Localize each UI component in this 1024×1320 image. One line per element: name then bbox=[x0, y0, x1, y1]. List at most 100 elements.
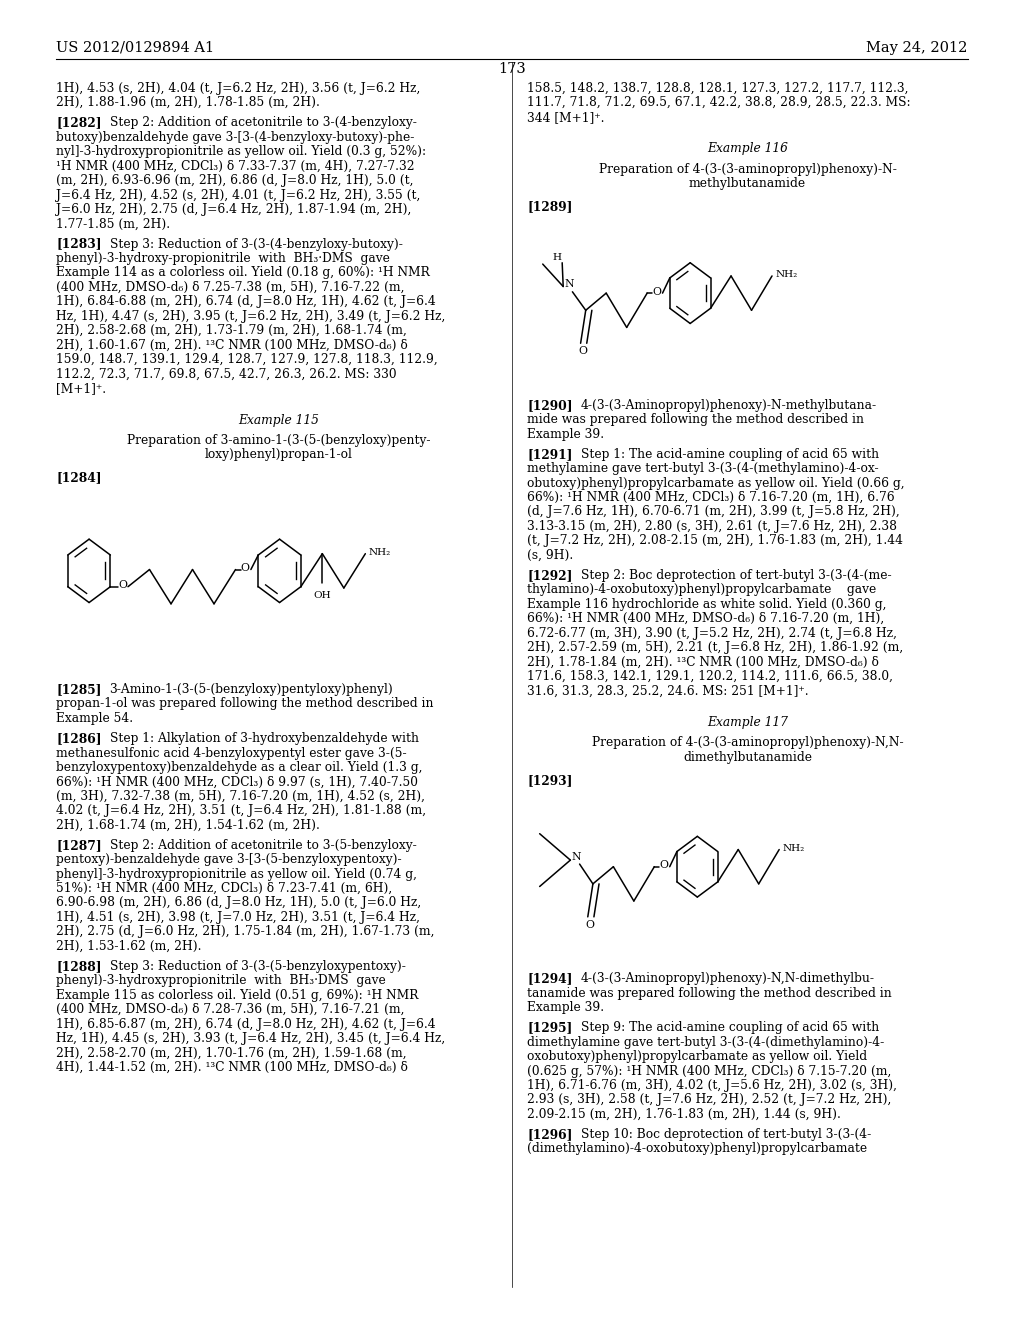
Text: [1288]: [1288] bbox=[56, 960, 101, 973]
Text: (0.625 g, 57%): ¹H NMR (400 MHz, CDCl₃) δ 7.15-7.20 (m,: (0.625 g, 57%): ¹H NMR (400 MHz, CDCl₃) … bbox=[527, 1065, 892, 1077]
Text: 1H), 6.71-6.76 (m, 3H), 4.02 (t, J=5.6 Hz, 2H), 3.02 (s, 3H),: 1H), 6.71-6.76 (m, 3H), 4.02 (t, J=5.6 H… bbox=[527, 1078, 897, 1092]
Text: (400 MHz, DMSO-d₆) δ 7.28-7.36 (m, 5H), 7.16-7.21 (m,: (400 MHz, DMSO-d₆) δ 7.28-7.36 (m, 5H), … bbox=[56, 1003, 404, 1016]
Text: 171.6, 158.3, 142.1, 129.1, 120.2, 114.2, 111.6, 66.5, 38.0,: 171.6, 158.3, 142.1, 129.1, 120.2, 114.2… bbox=[527, 669, 893, 682]
Text: (t, J=7.2 Hz, 2H), 2.08-2.15 (m, 2H), 1.76-1.83 (m, 2H), 1.44: (t, J=7.2 Hz, 2H), 2.08-2.15 (m, 2H), 1.… bbox=[527, 535, 903, 548]
Text: O: O bbox=[659, 861, 669, 870]
Text: Step 3: Reduction of 3-(3-(4-benzyloxy-butoxy)-: Step 3: Reduction of 3-(3-(4-benzyloxy-b… bbox=[110, 238, 402, 251]
Text: 159.0, 148.7, 139.1, 129.4, 128.7, 127.9, 127.8, 118.3, 112.9,: 159.0, 148.7, 139.1, 129.4, 128.7, 127.9… bbox=[56, 352, 438, 366]
Text: Step 2: Addition of acetonitrile to 3-(4-benzyloxy-: Step 2: Addition of acetonitrile to 3-(4… bbox=[110, 116, 417, 129]
Text: O: O bbox=[119, 581, 128, 590]
Text: Example 39.: Example 39. bbox=[527, 428, 604, 441]
Text: Preparation of 3-amino-1-(3-(5-(benzyloxy)penty-: Preparation of 3-amino-1-(3-(5-(benzylox… bbox=[127, 434, 431, 446]
Text: 1H), 6.84-6.88 (m, 2H), 6.74 (d, J=8.0 Hz, 1H), 4.62 (t, J=6.4: 1H), 6.84-6.88 (m, 2H), 6.74 (d, J=8.0 H… bbox=[56, 296, 436, 309]
Text: 2.09-2.15 (m, 2H), 1.76-1.83 (m, 2H), 1.44 (s, 9H).: 2.09-2.15 (m, 2H), 1.76-1.83 (m, 2H), 1.… bbox=[527, 1107, 842, 1121]
Text: Example 115 as colorless oil. Yield (0.51 g, 69%): ¹H NMR: Example 115 as colorless oil. Yield (0.5… bbox=[56, 989, 419, 1002]
Text: 344 [M+1]⁺.: 344 [M+1]⁺. bbox=[527, 111, 605, 124]
Text: Example 54.: Example 54. bbox=[56, 711, 133, 725]
Text: [M+1]⁺.: [M+1]⁺. bbox=[56, 381, 106, 395]
Text: Step 9: The acid-amine coupling of acid 65 with: Step 9: The acid-amine coupling of acid … bbox=[581, 1022, 879, 1035]
Text: US 2012/0129894 A1: US 2012/0129894 A1 bbox=[56, 41, 214, 54]
Text: 2H), 1.68-1.74 (m, 2H), 1.54-1.62 (m, 2H).: 2H), 1.68-1.74 (m, 2H), 1.54-1.62 (m, 2H… bbox=[56, 818, 321, 832]
Text: 6.72-6.77 (m, 3H), 3.90 (t, J=5.2 Hz, 2H), 2.74 (t, J=6.8 Hz,: 6.72-6.77 (m, 3H), 3.90 (t, J=5.2 Hz, 2H… bbox=[527, 627, 897, 640]
Text: [1283]: [1283] bbox=[56, 238, 101, 251]
Text: (d, J=7.6 Hz, 1H), 6.70-6.71 (m, 2H), 3.99 (t, J=5.8 Hz, 2H),: (d, J=7.6 Hz, 1H), 6.70-6.71 (m, 2H), 3.… bbox=[527, 506, 900, 519]
Text: 158.5, 148.2, 138.7, 128.8, 128.1, 127.3, 127.2, 117.7, 112.3,: 158.5, 148.2, 138.7, 128.8, 128.1, 127.3… bbox=[527, 82, 909, 95]
Text: phenyl)-3-hydroxy-propionitrile  with  BH₃·DMS  gave: phenyl)-3-hydroxy-propionitrile with BH₃… bbox=[56, 252, 390, 265]
Text: (m, 2H), 6.93-6.96 (m, 2H), 6.86 (d, J=8.0 Hz, 1H), 5.0 (t,: (m, 2H), 6.93-6.96 (m, 2H), 6.86 (d, J=8… bbox=[56, 174, 414, 187]
Text: 112.2, 72.3, 71.7, 69.8, 67.5, 42.7, 26.3, 26.2. MS: 330: 112.2, 72.3, 71.7, 69.8, 67.5, 42.7, 26.… bbox=[56, 367, 397, 380]
Text: 51%): ¹H NMR (400 MHz, CDCl₃) δ 7.23-7.41 (m, 6H),: 51%): ¹H NMR (400 MHz, CDCl₃) δ 7.23-7.4… bbox=[56, 882, 392, 895]
Text: [1282]: [1282] bbox=[56, 116, 101, 129]
Text: [1293]: [1293] bbox=[527, 774, 572, 787]
Text: phenyl]-3-hydroxypropionitrile as yellow oil. Yield (0.74 g,: phenyl]-3-hydroxypropionitrile as yellow… bbox=[56, 867, 418, 880]
Text: 66%): ¹H NMR (400 MHz, DMSO-d₆) δ 7.16-7.20 (m, 1H),: 66%): ¹H NMR (400 MHz, DMSO-d₆) δ 7.16-7… bbox=[527, 612, 885, 626]
Text: Step 2: Boc deprotection of tert-butyl 3-(3-(4-(me-: Step 2: Boc deprotection of tert-butyl 3… bbox=[581, 569, 891, 582]
Text: O: O bbox=[586, 920, 595, 929]
Text: dimethylamine gave tert-butyl 3-(3-(4-(dimethylamino)-4-: dimethylamine gave tert-butyl 3-(3-(4-(d… bbox=[527, 1036, 885, 1049]
Text: propan-1-ol was prepared following the method described in: propan-1-ol was prepared following the m… bbox=[56, 697, 434, 710]
Text: Preparation of 4-(3-(3-aminopropyl)phenoxy)-N,N-: Preparation of 4-(3-(3-aminopropyl)pheno… bbox=[592, 737, 903, 750]
Text: 2.93 (s, 3H), 2.58 (t, J=7.6 Hz, 2H), 2.52 (t, J=7.2 Hz, 2H),: 2.93 (s, 3H), 2.58 (t, J=7.6 Hz, 2H), 2.… bbox=[527, 1093, 892, 1106]
Text: [1292]: [1292] bbox=[527, 569, 572, 582]
Text: Step 3: Reduction of 3-(3-(5-benzyloxypentoxy)-: Step 3: Reduction of 3-(3-(5-benzyloxype… bbox=[110, 960, 406, 973]
Text: OH: OH bbox=[313, 590, 331, 599]
Text: 31.6, 31.3, 28.3, 25.2, 24.6. MS: 251 [M+1]⁺.: 31.6, 31.3, 28.3, 25.2, 24.6. MS: 251 [M… bbox=[527, 684, 809, 697]
Text: nyl]-3-hydroxypropionitrile as yellow oil. Yield (0.3 g, 52%):: nyl]-3-hydroxypropionitrile as yellow oi… bbox=[56, 145, 426, 158]
Text: O: O bbox=[579, 346, 588, 356]
Text: dimethylbutanamide: dimethylbutanamide bbox=[683, 751, 812, 763]
Text: Example 115: Example 115 bbox=[239, 413, 319, 426]
Text: 1H), 6.85-6.87 (m, 2H), 6.74 (d, J=8.0 Hz, 2H), 4.62 (t, J=6.4: 1H), 6.85-6.87 (m, 2H), 6.74 (d, J=8.0 H… bbox=[56, 1018, 436, 1031]
Text: 1.77-1.85 (m, 2H).: 1.77-1.85 (m, 2H). bbox=[56, 218, 170, 231]
Text: NH₂: NH₂ bbox=[782, 843, 805, 853]
Text: oxobutoxy)phenyl)propylcarbamate as yellow oil. Yield: oxobutoxy)phenyl)propylcarbamate as yell… bbox=[527, 1051, 867, 1063]
Text: 2H), 1.53-1.62 (m, 2H).: 2H), 1.53-1.62 (m, 2H). bbox=[56, 940, 202, 953]
Text: 2H), 1.60-1.67 (m, 2H). ¹³C NMR (100 MHz, DMSO-d₆) δ: 2H), 1.60-1.67 (m, 2H). ¹³C NMR (100 MHz… bbox=[56, 338, 409, 351]
Text: loxy)phenyl)propan-1-ol: loxy)phenyl)propan-1-ol bbox=[205, 449, 353, 461]
Text: O: O bbox=[652, 286, 662, 297]
Text: Step 1: Alkylation of 3-hydroxybenzaldehyde with: Step 1: Alkylation of 3-hydroxybenzaldeh… bbox=[110, 733, 419, 744]
Text: Example 114 as a colorless oil. Yield (0.18 g, 60%): ¹H NMR: Example 114 as a colorless oil. Yield (0… bbox=[56, 267, 430, 280]
Text: [1285]: [1285] bbox=[56, 682, 101, 696]
Text: N: N bbox=[571, 853, 581, 862]
Text: Step 10: Boc deprotection of tert-butyl 3-(3-(4-: Step 10: Boc deprotection of tert-butyl … bbox=[581, 1129, 870, 1140]
Text: obutoxy)phenyl)propylcarbamate as yellow oil. Yield (0.66 g,: obutoxy)phenyl)propylcarbamate as yellow… bbox=[527, 477, 905, 490]
Text: 4H), 1.44-1.52 (m, 2H). ¹³C NMR (100 MHz, DMSO-d₆) δ: 4H), 1.44-1.52 (m, 2H). ¹³C NMR (100 MHz… bbox=[56, 1061, 409, 1074]
Text: 4-(3-(3-Aminopropyl)phenoxy)-N-methylbutana-: 4-(3-(3-Aminopropyl)phenoxy)-N-methylbut… bbox=[581, 399, 877, 412]
Text: [1284]: [1284] bbox=[56, 471, 101, 484]
Text: phenyl)-3-hydroxypropionitrile  with  BH₃·DMS  gave: phenyl)-3-hydroxypropionitrile with BH₃·… bbox=[56, 974, 386, 987]
Text: May 24, 2012: May 24, 2012 bbox=[866, 41, 968, 54]
Text: 2H), 1.78-1.84 (m, 2H). ¹³C NMR (100 MHz, DMSO-d₆) δ: 2H), 1.78-1.84 (m, 2H). ¹³C NMR (100 MHz… bbox=[527, 656, 880, 668]
Text: (400 MHz, DMSO-d₆) δ 7.25-7.38 (m, 5H), 7.16-7.22 (m,: (400 MHz, DMSO-d₆) δ 7.25-7.38 (m, 5H), … bbox=[56, 281, 404, 294]
Text: [1295]: [1295] bbox=[527, 1022, 572, 1035]
Text: 6.90-6.98 (m, 2H), 6.86 (d, J=8.0 Hz, 1H), 5.0 (t, J=6.0 Hz,: 6.90-6.98 (m, 2H), 6.86 (d, J=8.0 Hz, 1H… bbox=[56, 896, 422, 909]
Text: methylbutanamide: methylbutanamide bbox=[689, 177, 806, 190]
Text: Step 2: Addition of acetonitrile to 3-(5-benzyloxy-: Step 2: Addition of acetonitrile to 3-(5… bbox=[110, 838, 417, 851]
Text: 4-(3-(3-Aminopropyl)phenoxy)-N,N-dimethylbu-: 4-(3-(3-Aminopropyl)phenoxy)-N,N-dimethy… bbox=[581, 973, 874, 985]
Text: Example 117: Example 117 bbox=[708, 715, 787, 729]
Text: J=6.4 Hz, 2H), 4.52 (s, 2H), 4.01 (t, J=6.2 Hz, 2H), 3.55 (t,: J=6.4 Hz, 2H), 4.52 (s, 2H), 4.01 (t, J=… bbox=[56, 189, 421, 202]
Text: [1291]: [1291] bbox=[527, 447, 572, 461]
Text: 2H), 2.58-2.68 (m, 2H), 1.73-1.79 (m, 2H), 1.68-1.74 (m,: 2H), 2.58-2.68 (m, 2H), 1.73-1.79 (m, 2H… bbox=[56, 325, 408, 337]
Text: 2H), 1.88-1.96 (m, 2H), 1.78-1.85 (m, 2H).: 2H), 1.88-1.96 (m, 2H), 1.78-1.85 (m, 2H… bbox=[56, 96, 321, 110]
Text: 1H), 4.53 (s, 2H), 4.04 (t, J=6.2 Hz, 2H), 3.56 (t, J=6.2 Hz,: 1H), 4.53 (s, 2H), 4.04 (t, J=6.2 Hz, 2H… bbox=[56, 82, 421, 95]
Text: (dimethylamino)-4-oxobutoxy)phenyl)propylcarbamate: (dimethylamino)-4-oxobutoxy)phenyl)propy… bbox=[527, 1143, 867, 1155]
Text: 4.02 (t, J=6.4 Hz, 2H), 3.51 (t, J=6.4 Hz, 2H), 1.81-1.88 (m,: 4.02 (t, J=6.4 Hz, 2H), 3.51 (t, J=6.4 H… bbox=[56, 804, 426, 817]
Text: [1296]: [1296] bbox=[527, 1129, 572, 1140]
Text: [1289]: [1289] bbox=[527, 201, 572, 213]
Text: (s, 9H).: (s, 9H). bbox=[527, 549, 573, 562]
Text: thylamino)-4-oxobutoxy)phenyl)propylcarbamate    gave: thylamino)-4-oxobutoxy)phenyl)propylcarb… bbox=[527, 583, 877, 597]
Text: tanamide was prepared following the method described in: tanamide was prepared following the meth… bbox=[527, 987, 892, 999]
Text: methanesulfonic acid 4-benzyloxypentyl ester gave 3-(5-: methanesulfonic acid 4-benzyloxypentyl e… bbox=[56, 747, 407, 759]
Text: O: O bbox=[241, 564, 250, 573]
Text: Preparation of 4-(3-(3-aminopropyl)phenoxy)-N-: Preparation of 4-(3-(3-aminopropyl)pheno… bbox=[599, 162, 896, 176]
Text: pentoxy)-benzaldehyde gave 3-[3-(5-benzyloxypentoxy)-: pentoxy)-benzaldehyde gave 3-[3-(5-benzy… bbox=[56, 853, 402, 866]
Text: 3.13-3.15 (m, 2H), 2.80 (s, 3H), 2.61 (t, J=7.6 Hz, 2H), 2.38: 3.13-3.15 (m, 2H), 2.80 (s, 3H), 2.61 (t… bbox=[527, 520, 897, 533]
Text: Example 116 hydrochloride as white solid. Yield (0.360 g,: Example 116 hydrochloride as white solid… bbox=[527, 598, 887, 611]
Text: Step 1: The acid-amine coupling of acid 65 with: Step 1: The acid-amine coupling of acid … bbox=[581, 447, 879, 461]
Text: 3-Amino-1-(3-(5-(benzyloxy)pentyloxy)phenyl): 3-Amino-1-(3-(5-(benzyloxy)pentyloxy)phe… bbox=[110, 682, 393, 696]
Text: mide was prepared following the method described in: mide was prepared following the method d… bbox=[527, 413, 864, 426]
Text: NH₂: NH₂ bbox=[369, 548, 391, 557]
Text: Example 39.: Example 39. bbox=[527, 1001, 604, 1014]
Text: NH₂: NH₂ bbox=[775, 271, 798, 279]
Text: [1290]: [1290] bbox=[527, 399, 572, 412]
